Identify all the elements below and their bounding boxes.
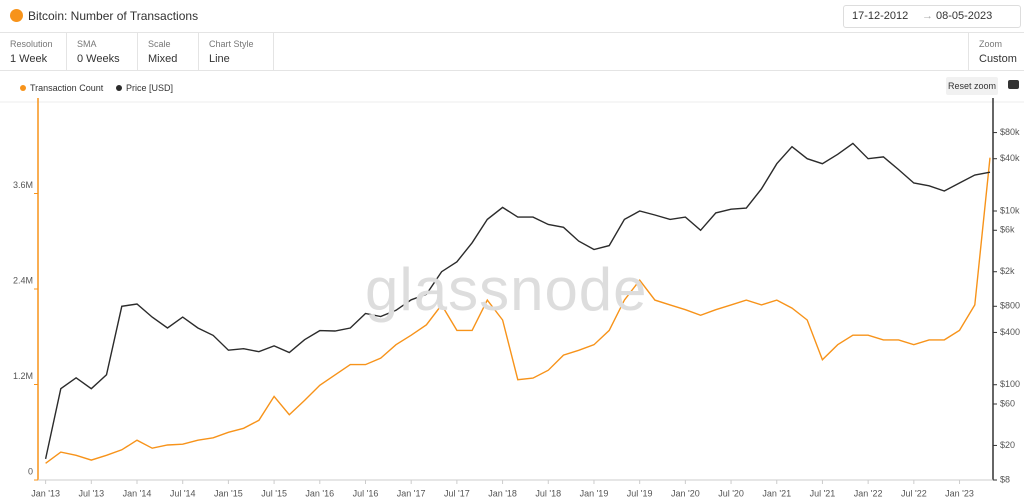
watermark: glassnode xyxy=(365,256,648,323)
x-tick-label: Jul '13 xyxy=(78,488,104,498)
y2-tick-label: $10k xyxy=(1000,205,1020,215)
legend-item[interactable]: Price [USD] xyxy=(116,83,173,93)
y2-tick-label: $6k xyxy=(1000,225,1015,235)
bitcoin-icon xyxy=(10,9,23,22)
x-tick-label: Jan '13 xyxy=(31,488,60,498)
y-tick-label: 1.2M xyxy=(13,371,33,381)
x-tick-label: Jan '16 xyxy=(305,488,334,498)
zoom-control[interactable]: Zoom Custom xyxy=(968,33,1024,70)
date-to[interactable]: 08-05-2023 xyxy=(936,10,993,22)
control[interactable]: Chart Style Line xyxy=(199,33,274,70)
legend-swatch xyxy=(20,85,26,91)
y-tick-label: 3.6M xyxy=(13,180,33,190)
x-tick-label: Jul '21 xyxy=(810,488,836,498)
page-title: Bitcoin: Number of Transactions xyxy=(28,9,199,23)
y2-tick-label: $20 xyxy=(1000,440,1015,450)
control[interactable]: SMA 0 Weeks xyxy=(67,33,138,70)
y2-tick-label: $40k xyxy=(1000,153,1020,163)
x-tick-label: Jan '21 xyxy=(762,488,791,498)
x-tick-label: Jan '15 xyxy=(214,488,243,498)
x-tick-label: Jul '17 xyxy=(444,488,470,498)
control-label: Scale xyxy=(148,39,171,49)
legend-label: Transaction Count xyxy=(30,83,104,93)
arrow: → xyxy=(922,10,933,22)
x-tick-label: Jul '20 xyxy=(718,488,744,498)
legend-swatch xyxy=(116,85,122,91)
y-tick-label: 0 xyxy=(28,466,33,476)
y2-tick-label: $60 xyxy=(1000,398,1015,408)
y-tick-label: 2.4M xyxy=(13,275,33,285)
y2-tick-label: $8 xyxy=(1000,474,1010,484)
x-tick-label: Jan '19 xyxy=(580,488,609,498)
control[interactable]: Scale Mixed xyxy=(138,33,199,70)
x-tick-label: Jul '22 xyxy=(901,488,927,498)
x-tick-label: Jul '19 xyxy=(627,488,653,498)
control-value[interactable]: Custom xyxy=(979,53,1017,65)
y2-tick-label: $400 xyxy=(1000,327,1020,337)
header: Bitcoin: Number of Transactions 17-12-20… xyxy=(0,0,1024,33)
date-from[interactable]: 17-12-2012 xyxy=(852,10,909,22)
control-label: Resolution xyxy=(10,39,53,49)
control-label: SMA xyxy=(77,39,97,49)
legend-item[interactable]: Transaction Count xyxy=(20,83,103,93)
control-value[interactable]: Mixed xyxy=(148,53,178,65)
x-tick-label: Jan '20 xyxy=(671,488,700,498)
x-tick-label: Jul '15 xyxy=(261,488,287,498)
camera-icon[interactable] xyxy=(1008,80,1019,89)
date-range[interactable]: 17-12-2012 → 08-05-2023 xyxy=(843,5,1021,28)
y2-tick-label: $100 xyxy=(1000,379,1020,389)
x-tick-label: Jan '22 xyxy=(854,488,883,498)
control-value[interactable]: 1 Week xyxy=(10,53,48,65)
x-tick-label: Jan '14 xyxy=(123,488,152,498)
control-value[interactable]: Line xyxy=(209,53,230,65)
reset-zoom-button[interactable]: Reset zoom xyxy=(946,77,998,95)
legend-label: Price [USD] xyxy=(126,83,174,93)
x-tick-label: Jul '14 xyxy=(170,488,196,498)
y2-tick-label: $80k xyxy=(1000,127,1020,137)
y2-tick-label: $800 xyxy=(1000,301,1020,311)
x-tick-label: Jul '16 xyxy=(353,488,379,498)
y2-tick-label: $2k xyxy=(1000,266,1015,276)
x-tick-label: Jan '17 xyxy=(397,488,426,498)
control[interactable]: Resolution 1 Week xyxy=(0,33,67,70)
x-tick-label: Jan '18 xyxy=(488,488,517,498)
control-value[interactable]: 0 Weeks xyxy=(77,53,120,65)
x-tick-label: Jul '18 xyxy=(535,488,561,498)
series-line xyxy=(44,142,991,460)
x-tick-label: Jan '23 xyxy=(945,488,974,498)
control-label: Zoom xyxy=(979,39,1003,49)
series-line xyxy=(45,157,991,464)
control-label: Chart Style xyxy=(209,39,254,49)
divider xyxy=(0,70,1024,71)
